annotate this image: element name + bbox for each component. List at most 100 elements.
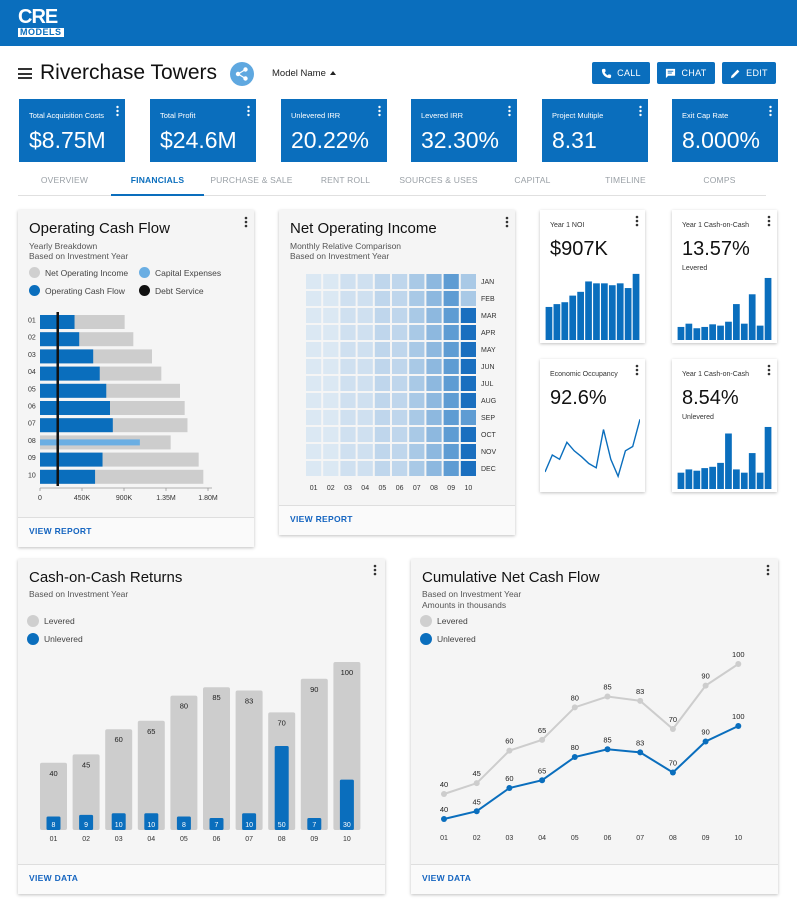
spark-bar [624, 288, 632, 340]
unlevered-value-label: 30 [343, 822, 351, 829]
month-label: OCT [481, 432, 497, 439]
tab-rent-roll[interactable]: RENT ROLL [320, 175, 371, 185]
more-vert-icon[interactable] [244, 216, 248, 228]
levered-value-label: 83 [636, 687, 644, 696]
x-tick-label: 08 [669, 835, 677, 842]
month-label: NOV [481, 449, 497, 456]
more-vert-icon[interactable] [767, 215, 771, 227]
share-button[interactable] [230, 62, 254, 86]
tab-sources-uses[interactable]: SOURCES & USES [399, 175, 478, 185]
tab-capital[interactable]: CAPITAL [514, 175, 551, 185]
more-vert-icon[interactable] [373, 564, 377, 576]
tab-overview[interactable]: OVERVIEW [40, 175, 89, 185]
x-tick-label: 08 [278, 836, 286, 843]
spark-bar [740, 323, 748, 340]
heatmap-cell [323, 325, 339, 340]
unlevered-bar [79, 814, 94, 830]
heatmap-cell [460, 376, 476, 391]
ocf-bar [40, 332, 80, 347]
levered-bar [203, 687, 230, 830]
operating-cash-flow-chart: 01 02 03 04 05 06 07 08 09 10 0 450K 900K 1.35M 1.80M [28, 312, 218, 502]
card-subtitle: Yearly Breakdown [29, 241, 98, 251]
spark-bar [717, 462, 724, 489]
unlevered-point [571, 754, 578, 760]
view-report-link[interactable]: VIEW REPORT [29, 526, 92, 536]
more-vert-icon[interactable] [766, 564, 770, 576]
year-label: 01 [310, 485, 318, 492]
legend-unlevered[interactable]: Unlevered [27, 633, 83, 645]
view-report-link[interactable]: VIEW REPORT [290, 514, 353, 524]
spark-bar [701, 468, 709, 489]
more-vert-icon[interactable] [769, 105, 772, 117]
heatmap-cell [340, 342, 356, 357]
x-tick-label: 05 [571, 835, 579, 842]
spark-bar [748, 294, 756, 340]
spark-bar [685, 323, 693, 340]
legend-levered[interactable]: Levered [27, 615, 75, 627]
more-vert-icon[interactable] [635, 364, 639, 376]
more-vert-icon[interactable] [767, 364, 771, 376]
unlevered-bar [339, 779, 354, 830]
heatmap-cell [460, 393, 476, 408]
levered-value-label: 65 [147, 727, 155, 736]
spark-bar [577, 291, 584, 340]
levered-value-label: 40 [49, 769, 57, 778]
more-vert-icon[interactable] [508, 105, 511, 117]
legend-levered[interactable]: Levered [420, 615, 468, 627]
year-label: 10 [465, 485, 473, 492]
heatmap-cell [392, 410, 408, 425]
call-button[interactable]: CALL [592, 62, 650, 84]
cre-models-logo[interactable]: CRE MODELS [18, 7, 64, 37]
levered-value-label: 40 [440, 780, 448, 789]
levered-value-label: 80 [180, 702, 188, 711]
view-data-link[interactable]: VIEW DATA [422, 873, 472, 883]
heatmap-cell [443, 274, 459, 289]
y-tick-label: 02 [28, 335, 36, 342]
kpi-card[interactable]: Total Acquisition Costs $8.75M [19, 99, 125, 162]
kpi-card[interactable]: Total Profit $24.6M [150, 99, 256, 162]
heatmap-cell [306, 359, 322, 374]
tab-timeline[interactable]: TIMELINE [605, 175, 646, 185]
levered-value-label: 45 [473, 769, 481, 778]
spark-bar [569, 295, 577, 340]
more-vert-icon[interactable] [378, 105, 381, 117]
heatmap-cell [357, 308, 373, 323]
model-name-dropdown[interactable]: Model Name [272, 68, 336, 79]
chat-button[interactable]: CHAT [657, 62, 715, 84]
tab-financials[interactable]: FINANCIALS [111, 170, 204, 196]
view-data-link[interactable]: VIEW DATA [29, 873, 79, 883]
more-vert-icon[interactable] [116, 105, 119, 117]
x-tick-label: 10 [734, 835, 742, 842]
more-vert-icon[interactable] [639, 105, 642, 117]
edit-button[interactable]: EDIT [722, 62, 776, 84]
more-vert-icon[interactable] [635, 215, 639, 227]
levered-bar [235, 690, 263, 830]
month-label: DEC [481, 466, 496, 473]
kpi-card[interactable]: Project Multiple 8.31 [542, 99, 648, 162]
more-vert-icon[interactable] [505, 216, 509, 228]
x-tick-label: 10 [343, 836, 351, 843]
heatmap-cell [323, 376, 339, 391]
kpi-card[interactable]: Levered IRR 32.30% [411, 99, 517, 162]
legend-unlevered[interactable]: Unlevered [420, 633, 476, 645]
operating-cash-flow-card: Operating Cash Flow Yearly Breakdown Bas… [18, 210, 254, 547]
menu-icon[interactable] [18, 68, 32, 79]
year-label: 02 [327, 485, 335, 492]
ocf-bar [40, 418, 113, 433]
kpi-card[interactable]: Exit Cap Rate 8.000% [672, 99, 778, 162]
heatmap-cell [357, 274, 373, 289]
tab-purchase-sale[interactable]: PURCHASE & SALE [210, 175, 293, 185]
heatmap-cell [460, 325, 476, 340]
kpi-card[interactable]: Unlevered IRR 20.22% [281, 99, 387, 162]
legend-capex[interactable]: Capital Expenses [139, 267, 221, 278]
y-tick-label: 05 [28, 386, 36, 393]
capex-bar [40, 439, 140, 446]
legend-ocf[interactable]: Operating Cash Flow [29, 285, 125, 296]
heatmap-cell [323, 359, 339, 374]
legend-noi[interactable]: Net Operating Income [29, 267, 128, 278]
tab-comps[interactable]: COMPS [703, 175, 736, 185]
more-vert-icon[interactable] [247, 105, 250, 117]
unlevered-value-label: 7 [312, 822, 316, 829]
legend-debt-service[interactable]: Debt Service [139, 285, 204, 296]
heatmap-cell [357, 410, 373, 425]
